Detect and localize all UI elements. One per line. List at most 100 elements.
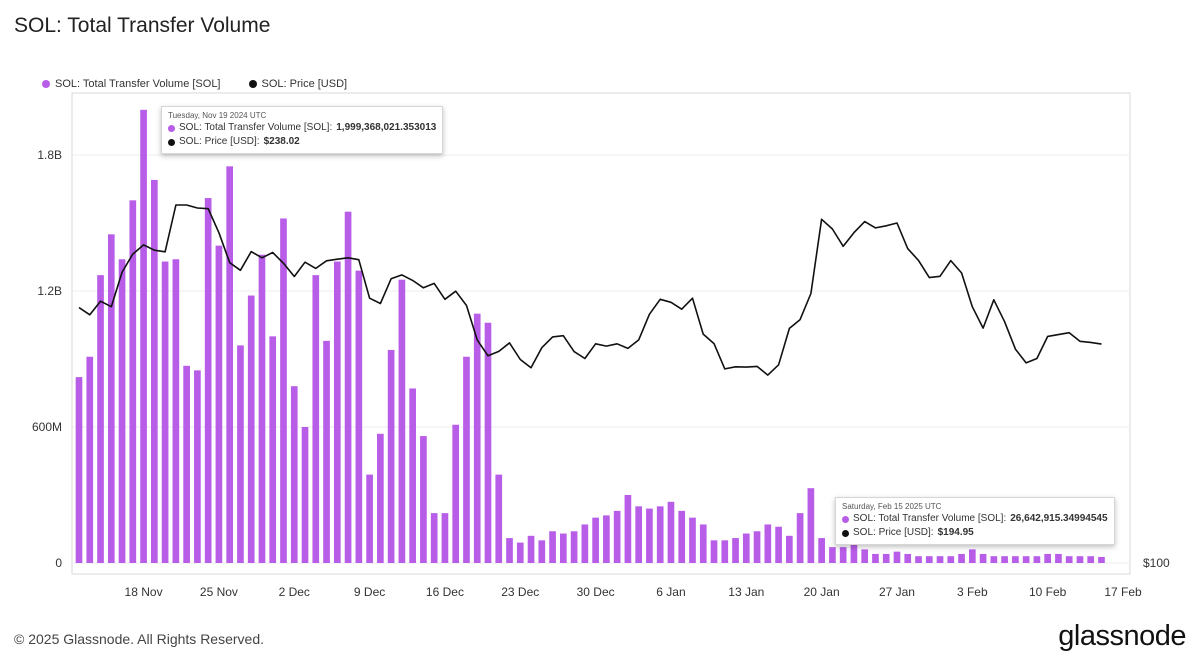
volume-bar[interactable]	[613, 510, 621, 563]
volume-bar[interactable]	[452, 424, 460, 563]
volume-bar[interactable]	[344, 211, 352, 563]
volume-bar[interactable]	[495, 474, 503, 563]
volume-bar[interactable]	[732, 538, 739, 563]
volume-bar[interactable]	[355, 270, 363, 563]
volume-bar[interactable]	[247, 295, 255, 563]
volume-bar[interactable]	[387, 349, 395, 563]
volume-bar[interactable]	[129, 200, 137, 564]
volume-bar[interactable]	[151, 179, 158, 563]
volume-bar[interactable]	[882, 553, 890, 563]
volume-bar[interactable]	[161, 261, 169, 563]
volume-bar[interactable]	[409, 388, 416, 563]
volume-bar[interactable]	[194, 370, 201, 563]
volume-bar[interactable]	[1055, 553, 1062, 563]
volume-bar[interactable]	[1098, 556, 1105, 563]
volume-bar[interactable]	[1065, 556, 1073, 563]
volume-bar[interactable]	[1087, 556, 1095, 563]
volume-bar[interactable]	[786, 535, 793, 563]
volume-bar[interactable]	[1033, 556, 1041, 563]
volume-bar[interactable]	[710, 540, 718, 563]
legend-item-price[interactable]: SOL: Price [USD]	[248, 78, 347, 90]
volume-bar[interactable]	[323, 340, 330, 563]
volume-bar[interactable]	[140, 109, 147, 564]
volume-bar[interactable]	[366, 474, 373, 563]
volume-bar[interactable]	[441, 513, 449, 563]
volume-bar[interactable]	[893, 551, 901, 563]
volume-bar[interactable]	[872, 553, 879, 563]
volume-bar[interactable]	[807, 488, 815, 563]
volume-bar[interactable]	[226, 166, 234, 564]
volume-bar[interactable]	[172, 259, 180, 563]
volume-bar[interactable]	[958, 553, 965, 563]
price-line[interactable]	[78, 204, 1102, 376]
volume-bar[interactable]	[1001, 556, 1008, 563]
volume-bar[interactable]	[818, 538, 825, 563]
glassnode-logo[interactable]: glassnode	[1058, 620, 1186, 652]
volume-bar[interactable]	[280, 218, 287, 563]
volume-bar[interactable]	[678, 510, 686, 563]
volume-bar[interactable]	[764, 524, 772, 563]
volume-bar[interactable]	[549, 531, 556, 563]
volume-bar[interactable]	[559, 533, 567, 563]
volume-bar[interactable]	[947, 556, 955, 563]
volume-bar[interactable]	[484, 322, 492, 563]
volume-bar[interactable]	[592, 517, 599, 563]
volume-bar[interactable]	[1076, 556, 1084, 563]
volume-bar[interactable]	[689, 517, 696, 563]
volume-bar[interactable]	[1044, 553, 1051, 563]
volume-bar[interactable]	[258, 254, 266, 563]
volume-bar[interactable]	[97, 275, 104, 563]
volume-bar[interactable]	[861, 549, 869, 563]
volume-bar[interactable]	[118, 259, 126, 563]
volume-bar[interactable]	[570, 531, 578, 563]
volume-bar[interactable]	[979, 553, 987, 563]
volume-bar[interactable]	[237, 345, 244, 563]
volume-bar[interactable]	[107, 234, 115, 564]
volume-bar[interactable]	[75, 377, 83, 563]
volume-bar[interactable]	[506, 538, 513, 563]
volume-bar[interactable]	[333, 261, 341, 563]
volume-bar[interactable]	[850, 540, 858, 563]
volume-bar[interactable]	[775, 526, 782, 563]
volume-bar[interactable]	[646, 508, 653, 563]
volume-bar[interactable]	[463, 356, 470, 563]
volume-bar[interactable]	[1022, 556, 1030, 563]
volume-bar[interactable]	[968, 549, 976, 563]
volume-bar[interactable]	[473, 313, 481, 563]
volume-bar[interactable]	[269, 336, 277, 563]
volume-bar[interactable]	[753, 531, 761, 563]
volume-bar[interactable]	[829, 547, 836, 563]
legend-item-volume[interactable]: SOL: Total Transfer Volume [SOL]	[42, 78, 221, 90]
volume-bar[interactable]	[635, 506, 643, 563]
volume-bar[interactable]	[183, 365, 190, 563]
volume-bar[interactable]	[624, 495, 632, 563]
volume-bar[interactable]	[839, 547, 847, 563]
volume-bar[interactable]	[516, 542, 524, 563]
volume-bar[interactable]	[936, 556, 944, 563]
volume-bar[interactable]	[527, 535, 535, 563]
volume-bar[interactable]	[1012, 556, 1019, 563]
volume-bar[interactable]	[290, 386, 298, 563]
volume-bar[interactable]	[990, 556, 998, 563]
volume-bar[interactable]	[204, 198, 212, 564]
volume-bar[interactable]	[656, 506, 664, 563]
volume-bar[interactable]	[796, 513, 804, 563]
volume-bar[interactable]	[215, 245, 223, 563]
volume-bar[interactable]	[699, 524, 707, 563]
volume-bar[interactable]	[603, 515, 610, 563]
volume-bar[interactable]	[925, 556, 933, 563]
volume-bar[interactable]	[377, 433, 384, 563]
volume-bar[interactable]	[742, 533, 750, 563]
volume-bar[interactable]	[915, 556, 922, 563]
volume-bar[interactable]	[430, 513, 438, 563]
volume-bar[interactable]	[904, 553, 912, 563]
volume-bar[interactable]	[398, 279, 406, 563]
volume-bar[interactable]	[420, 436, 427, 563]
volume-bar[interactable]	[538, 540, 546, 563]
volume-bar[interactable]	[721, 540, 729, 563]
volume-bar[interactable]	[301, 427, 309, 563]
volume-bar[interactable]	[86, 356, 94, 563]
volume-bar[interactable]	[312, 275, 320, 563]
volume-bar[interactable]	[581, 524, 589, 563]
